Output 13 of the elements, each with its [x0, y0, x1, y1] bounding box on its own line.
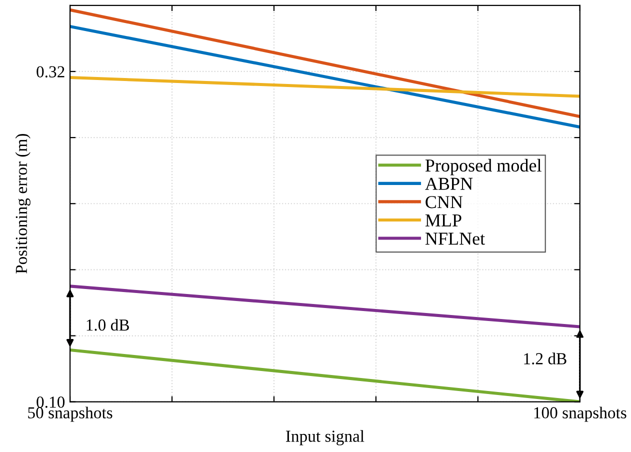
x-axis-title: Input signal	[286, 430, 364, 446]
legend-label: MLP	[425, 214, 462, 226]
y-axis-title: Positioning error (m)	[15, 134, 30, 274]
annotation: 1.2 dB	[524, 352, 566, 364]
legend-label: CNN	[426, 196, 463, 208]
legend-label: ABPN	[425, 178, 473, 190]
annotation: 1.0 dB	[86, 318, 129, 331]
x-tick-label: 50 snapshots	[28, 406, 112, 422]
legend-label: Proposed model	[425, 158, 542, 176]
y-tick-label: 0.10	[36, 396, 65, 408]
x-tick-label: 100 snapshots	[534, 406, 626, 422]
y-tick-label: 0.32	[36, 66, 64, 78]
legend-label: NFLNet	[425, 232, 485, 245]
